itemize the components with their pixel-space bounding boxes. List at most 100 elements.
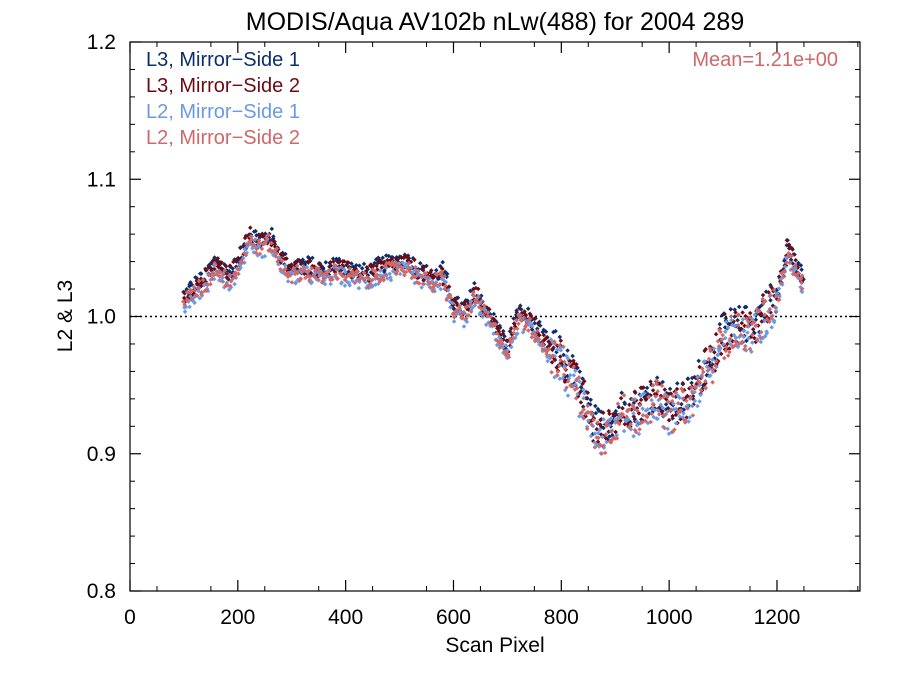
- data-point: [257, 251, 263, 257]
- data-point: [656, 412, 662, 417]
- data-point: [468, 302, 474, 307]
- data-point: [703, 378, 708, 384]
- data-point: [519, 318, 524, 323]
- data-point: [494, 331, 500, 336]
- x-tick-label: 600: [436, 606, 471, 629]
- data-point: [370, 277, 375, 283]
- data-point: [621, 428, 627, 434]
- data-point: [472, 303, 478, 308]
- data-point: [668, 407, 674, 412]
- data-point: [778, 276, 784, 282]
- data-point: [727, 336, 733, 342]
- data-point: [741, 334, 747, 340]
- x-tick-label: 1200: [754, 606, 801, 629]
- data-point: [327, 264, 332, 269]
- data-point: [583, 395, 589, 401]
- data-point: [607, 423, 612, 428]
- data-point: [626, 407, 632, 412]
- data-point: [323, 260, 329, 265]
- data-point: [655, 408, 661, 413]
- data-point: [285, 279, 291, 284]
- data-point: [665, 409, 670, 414]
- data-point: [725, 341, 730, 347]
- data-point: [682, 420, 688, 425]
- data-point: [674, 386, 680, 392]
- data-point: [662, 387, 668, 392]
- data-point: [706, 356, 712, 362]
- data-point: [695, 375, 700, 380]
- data-point: [288, 273, 293, 278]
- data-point: [304, 265, 310, 270]
- data-point: [677, 414, 682, 419]
- data-point: [574, 362, 579, 367]
- data-point: [532, 332, 537, 337]
- data-point: [491, 311, 497, 317]
- data-point: [666, 417, 672, 423]
- data-point: [446, 288, 451, 293]
- data-point: [654, 381, 659, 387]
- data-point: [585, 418, 591, 424]
- data-point: [750, 327, 756, 332]
- data-point: [316, 266, 322, 271]
- data-point: [600, 434, 605, 440]
- data-point: [782, 268, 787, 274]
- data-point: [633, 390, 638, 395]
- data-point: [448, 305, 453, 310]
- data-point: [750, 332, 755, 338]
- data-point: [733, 335, 739, 341]
- data-point: [594, 426, 600, 432]
- data-point: [723, 348, 729, 354]
- data-point: [675, 401, 681, 406]
- data-point: [702, 359, 708, 364]
- data-point: [483, 309, 488, 315]
- data-point: [663, 402, 669, 407]
- data-point: [638, 397, 644, 403]
- data-point: [602, 450, 608, 456]
- data-point: [769, 325, 774, 330]
- data-point: [718, 351, 724, 357]
- data-point: [689, 385, 694, 390]
- data-point: [497, 334, 502, 340]
- y-tick-labels: 0.8 0.9 1.0 1.1 1.2: [87, 31, 116, 603]
- data-point: [506, 354, 512, 360]
- data-point: [429, 268, 434, 273]
- data-point: [333, 272, 338, 277]
- data-point: [596, 435, 601, 441]
- data-point: [633, 429, 639, 435]
- data-point: [427, 284, 433, 290]
- data-point: [673, 421, 679, 426]
- data-point: [719, 337, 725, 342]
- data-point: [330, 256, 336, 262]
- data-point: [640, 413, 646, 418]
- data-point: [770, 313, 775, 318]
- data-point: [384, 273, 389, 278]
- data-point: [641, 390, 647, 396]
- data-point: [403, 269, 409, 275]
- data-point: [358, 273, 363, 278]
- data-point: [778, 281, 783, 286]
- data-point: [471, 293, 476, 298]
- data-point: [627, 402, 632, 407]
- data-point: [653, 394, 658, 399]
- y-tick-label: 1.2: [87, 31, 116, 54]
- data-point: [354, 263, 359, 268]
- data-point: [747, 315, 753, 320]
- data-point: [740, 317, 746, 322]
- data-point: [588, 433, 594, 439]
- data-point: [397, 271, 403, 277]
- data-point: [269, 240, 274, 246]
- data-point: [645, 414, 650, 420]
- data-point: [685, 376, 691, 381]
- data-point: [692, 398, 698, 404]
- data-point: [558, 338, 564, 343]
- data-point: [187, 304, 192, 310]
- data-point: [733, 339, 738, 344]
- legend-entry-l2-ms1: L2, Mirror−Side 1: [146, 101, 300, 123]
- data-point: [634, 419, 640, 424]
- data-point: [465, 299, 471, 304]
- data-point: [448, 295, 453, 300]
- data-point: [591, 417, 596, 423]
- data-point: [557, 334, 563, 340]
- data-point: [638, 385, 644, 391]
- data-point: [470, 305, 475, 310]
